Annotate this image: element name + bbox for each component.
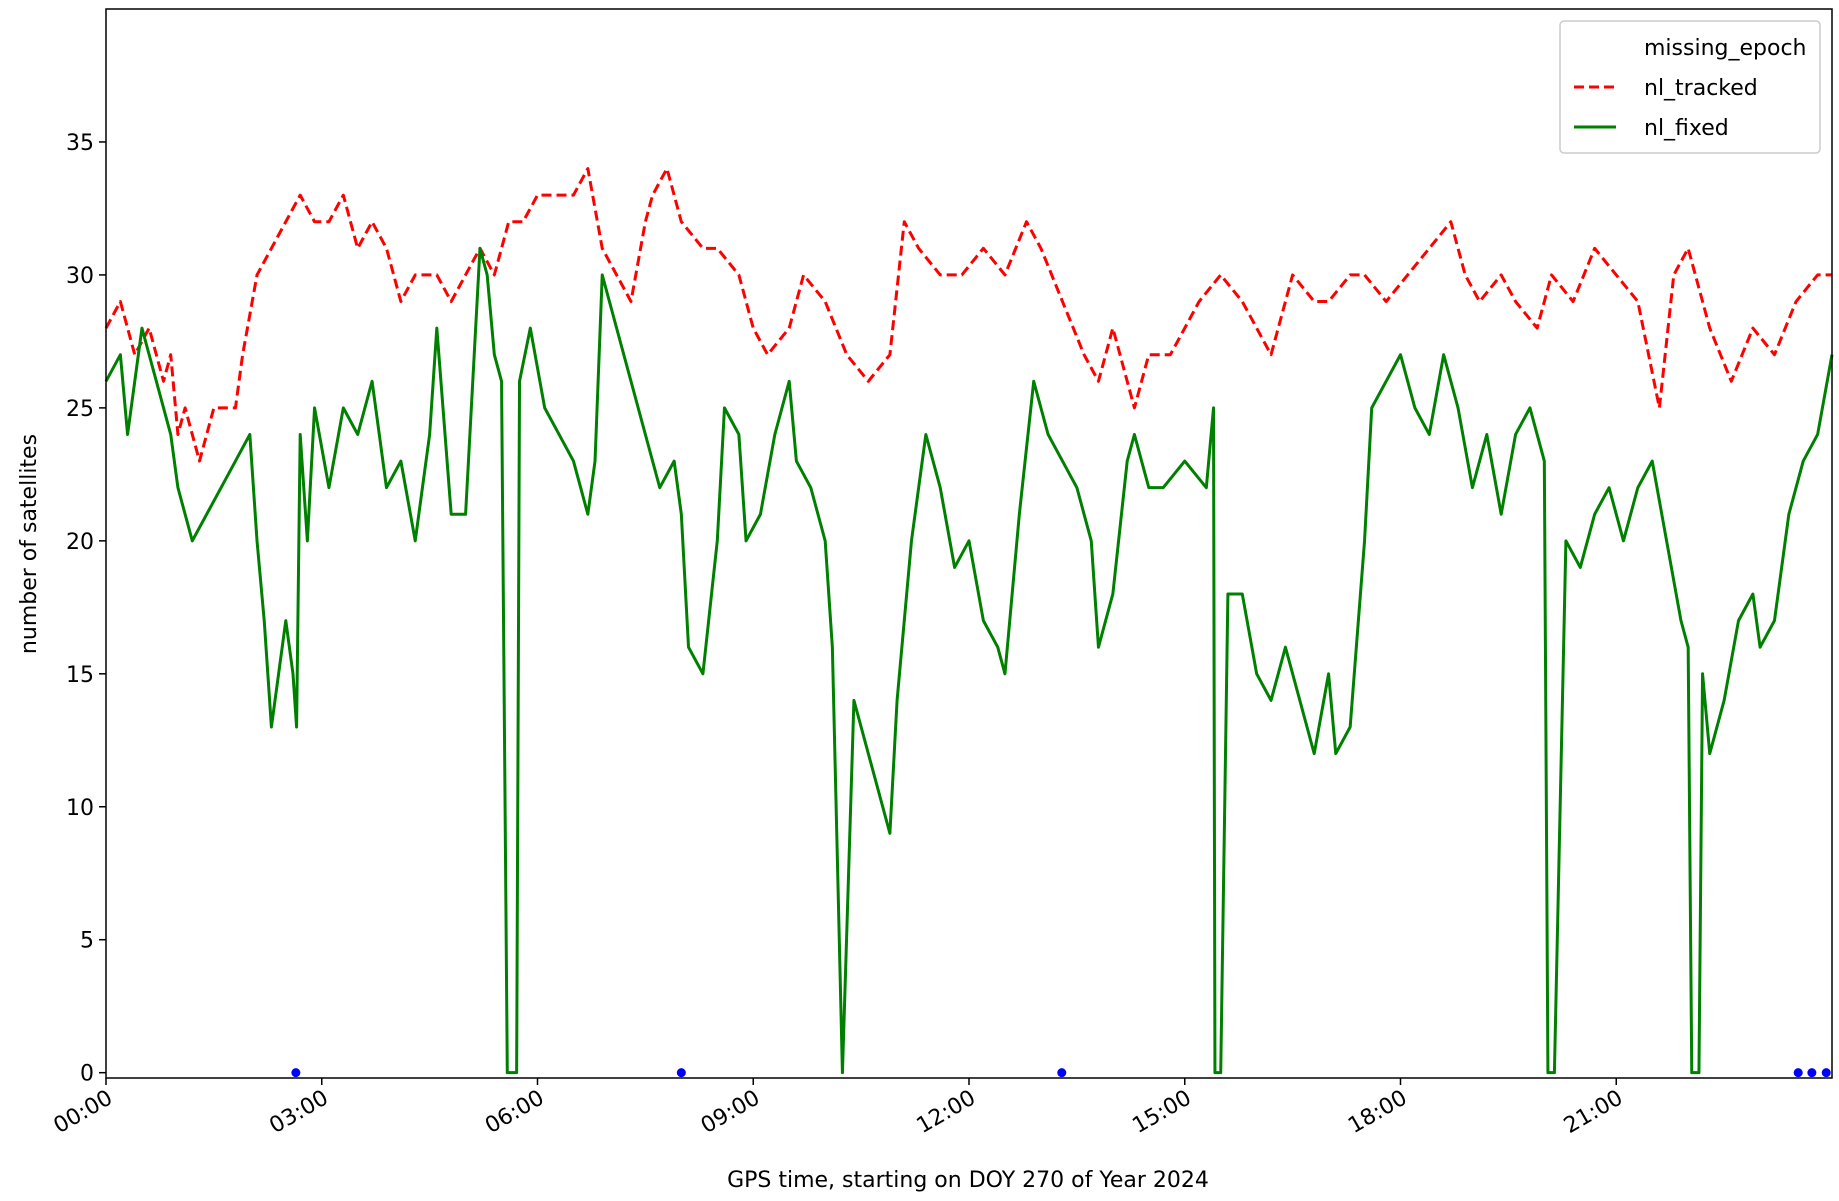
y-tick-label: 30 — [66, 264, 94, 289]
legend-box — [1559, 20, 1821, 154]
y-axis-label: number of satellites — [17, 434, 42, 654]
plot-frame — [105, 8, 1833, 1079]
y-tick-label: 25 — [66, 397, 94, 422]
y-tick-label: 5 — [80, 929, 94, 954]
data-point — [676, 1068, 686, 1078]
data-point — [1807, 1068, 1817, 1078]
data-point — [291, 1068, 301, 1078]
legend-label: nl_tracked — [1644, 76, 1758, 101]
x-tick-label: 03:00 — [265, 1086, 332, 1139]
x-tick-label: 00:00 — [50, 1086, 117, 1139]
x-tick-label: 15:00 — [1128, 1086, 1195, 1139]
x-tick-label: 12:00 — [913, 1086, 980, 1139]
y-tick-label: 20 — [66, 530, 94, 555]
legend-label: nl_fixed — [1644, 116, 1729, 141]
x-tick-label: 06:00 — [481, 1086, 548, 1139]
data-point — [1793, 1068, 1803, 1078]
y-tick-label: 35 — [66, 131, 94, 156]
x-tick-label: 21:00 — [1560, 1086, 1627, 1139]
y-tick-label: 15 — [66, 663, 94, 688]
x-axis-label: GPS time, starting on DOY 270 of Year 20… — [727, 1168, 1209, 1193]
data-line — [104, 167, 1832, 463]
x-tick-label: 09:00 — [697, 1086, 764, 1139]
legend-label: missing_epoch — [1644, 36, 1807, 61]
data-point — [1821, 1068, 1831, 1078]
y-tick-label: 0 — [80, 1062, 94, 1087]
x-tick-label: 18:00 — [1344, 1086, 1411, 1139]
y-tick-label: 10 — [66, 796, 94, 821]
data-point — [1057, 1068, 1067, 1078]
data-line — [104, 246, 1834, 1075]
